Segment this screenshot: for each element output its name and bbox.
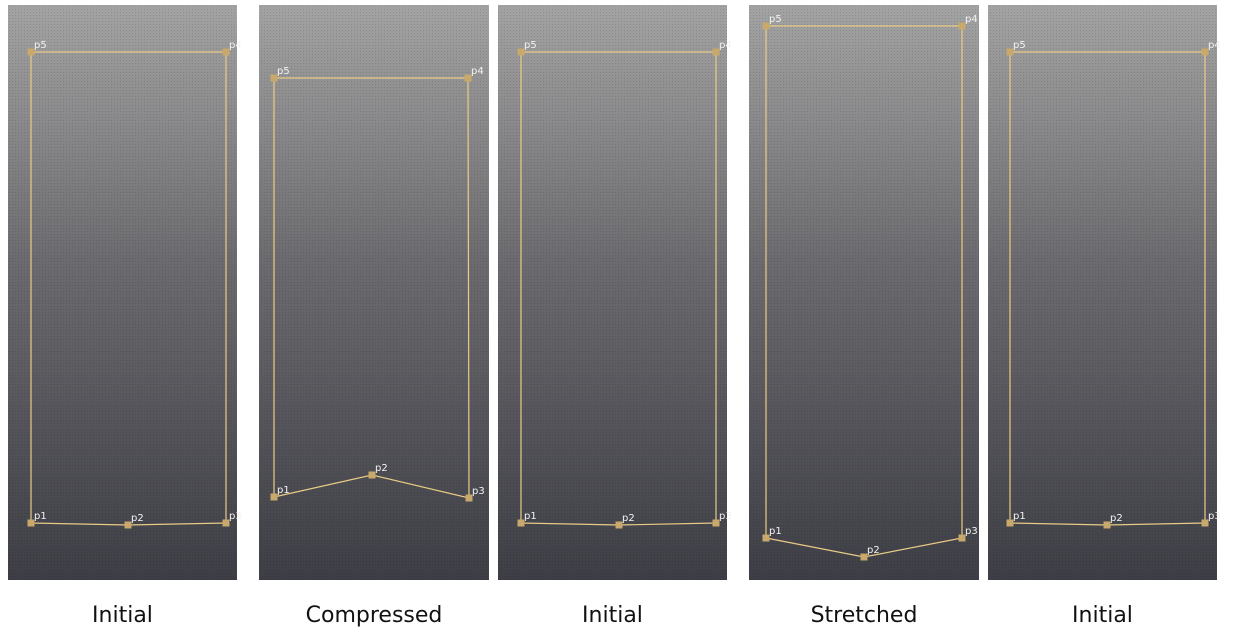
- point-label: p1: [524, 511, 537, 522]
- point-label: p5: [34, 40, 47, 51]
- point-label: p1: [277, 485, 290, 496]
- caption: Compressed: [306, 603, 443, 628]
- panel-texture: [988, 5, 1217, 580]
- point-label: p2: [1110, 513, 1123, 524]
- panel: p1 p2 p3 p4 p5 Initial: [8, 5, 242, 628]
- point-label: p1: [34, 511, 47, 522]
- point-label: p5: [1013, 40, 1026, 51]
- point-label: p3: [1208, 511, 1221, 522]
- point-label: p4: [719, 40, 732, 51]
- point-label: p2: [622, 513, 635, 524]
- point-label: p3: [965, 526, 978, 537]
- point-label: p3: [719, 511, 732, 522]
- point-label: p2: [131, 513, 144, 524]
- point-label: p1: [769, 526, 782, 537]
- point-label: p2: [867, 545, 880, 556]
- panel-texture: [498, 5, 727, 580]
- panel: p1 p2 p3 p4 p5 Initial: [498, 5, 732, 628]
- panel: p1 p2 p3 p4 p5 Initial: [988, 5, 1221, 628]
- figure: p1p2p3p4p5Initialp1p2p3p4p5Compressedp1p…: [0, 0, 1233, 637]
- point-label: p4: [965, 14, 978, 25]
- point-label: p5: [769, 14, 782, 25]
- caption: Initial: [582, 603, 643, 628]
- panel-texture: [8, 5, 237, 580]
- point-label: p4: [471, 66, 484, 77]
- panel-texture: [749, 5, 979, 580]
- caption: Initial: [92, 603, 153, 628]
- point-label: p4: [229, 40, 242, 51]
- caption: Initial: [1072, 603, 1133, 628]
- panel: p1 p2 p3 p4 p5 Compressed: [259, 5, 489, 628]
- point-label: p4: [1208, 40, 1221, 51]
- point-label: p1: [1013, 511, 1026, 522]
- panel-texture: [259, 5, 489, 580]
- caption: Stretched: [811, 603, 918, 628]
- panel: p1 p2 p3 p4 p5 Stretched: [749, 5, 979, 628]
- point-label: p3: [229, 511, 242, 522]
- point-label: p5: [524, 40, 537, 51]
- point-label: p5: [277, 66, 290, 77]
- point-label: p2: [375, 463, 388, 474]
- point-label: p3: [472, 486, 485, 497]
